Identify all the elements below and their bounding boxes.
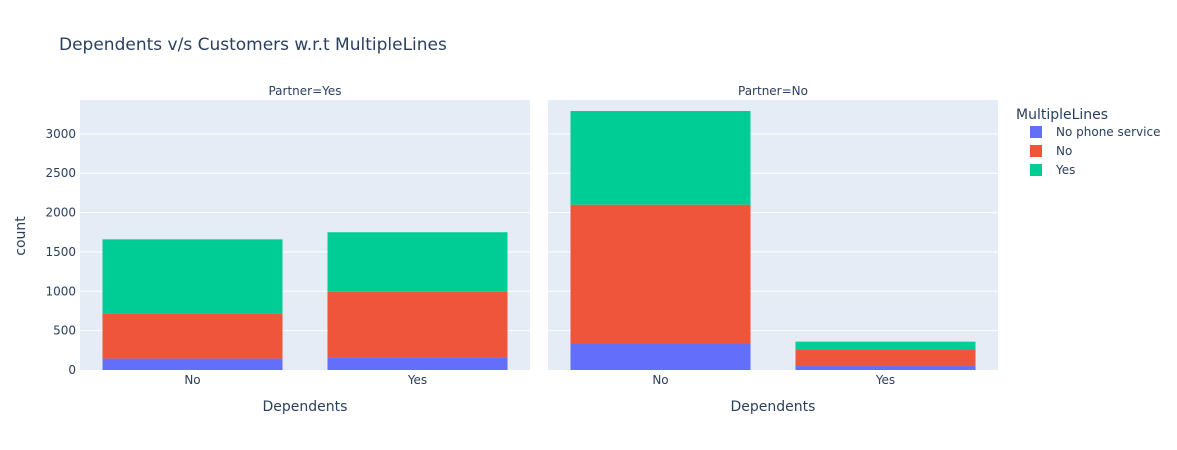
bar-segment[interactable] — [795, 341, 976, 350]
bar-segment[interactable] — [327, 232, 508, 292]
bar-segment[interactable] — [795, 366, 976, 370]
legend-swatch — [1030, 145, 1042, 157]
legend[interactable]: MultipleLines No phone service No Yes — [1016, 107, 1160, 177]
bar-segment[interactable] — [102, 358, 283, 370]
panel-2: Partner=No No Yes Dependents — [548, 84, 998, 415]
y-tick-label: 2500 — [45, 166, 76, 180]
bar-segment[interactable] — [327, 291, 508, 358]
legend-label: No phone service — [1056, 125, 1160, 139]
facet-label: Partner=No — [738, 84, 808, 98]
legend-swatch — [1030, 164, 1042, 176]
x-tick-label: No — [652, 373, 668, 387]
legend-item[interactable]: Yes — [1030, 163, 1075, 177]
facet-label: Partner=Yes — [268, 84, 341, 98]
legend-label: Yes — [1055, 163, 1075, 177]
panel-1: 0 500 1000 1500 2000 2500 3000 Partner=Yes No Yes… — [45, 84, 530, 415]
bar-segment[interactable] — [102, 239, 283, 314]
bar-segment[interactable] — [570, 111, 751, 205]
x-axis-title: Dependents — [731, 399, 816, 415]
x-tick-label: Yes — [875, 373, 895, 387]
x-tick-label: Yes — [407, 373, 427, 387]
bar-segment[interactable] — [795, 349, 976, 367]
legend-title: MultipleLines — [1016, 107, 1108, 123]
y-tick-label: 0 — [68, 363, 76, 377]
y-axis-title: count — [13, 216, 29, 256]
x-axis-title: Dependents — [263, 399, 348, 415]
y-tick-label: 500 — [53, 324, 76, 338]
chart-panels: 0 500 1000 1500 2000 2500 3000 Partner=Yes No Yes… — [45, 84, 998, 415]
legend-item[interactable]: No — [1030, 144, 1072, 158]
bar-segment[interactable] — [327, 357, 508, 370]
legend-item[interactable]: No phone service — [1030, 125, 1160, 139]
y-tick-label: 1000 — [45, 284, 76, 298]
bar-segment[interactable] — [102, 313, 283, 359]
y-tick-label: 3000 — [45, 127, 76, 141]
bar-segment[interactable] — [570, 204, 751, 345]
bar-segment[interactable] — [570, 344, 751, 370]
legend-label: No — [1056, 144, 1072, 158]
x-tick-label: No — [184, 373, 200, 387]
chart-title: Dependents v/s Customers w.r.t MultipleL… — [59, 35, 447, 55]
y-tick-label: 2000 — [45, 206, 76, 220]
y-tick-label: 1500 — [45, 245, 76, 259]
legend-swatch — [1030, 126, 1042, 138]
